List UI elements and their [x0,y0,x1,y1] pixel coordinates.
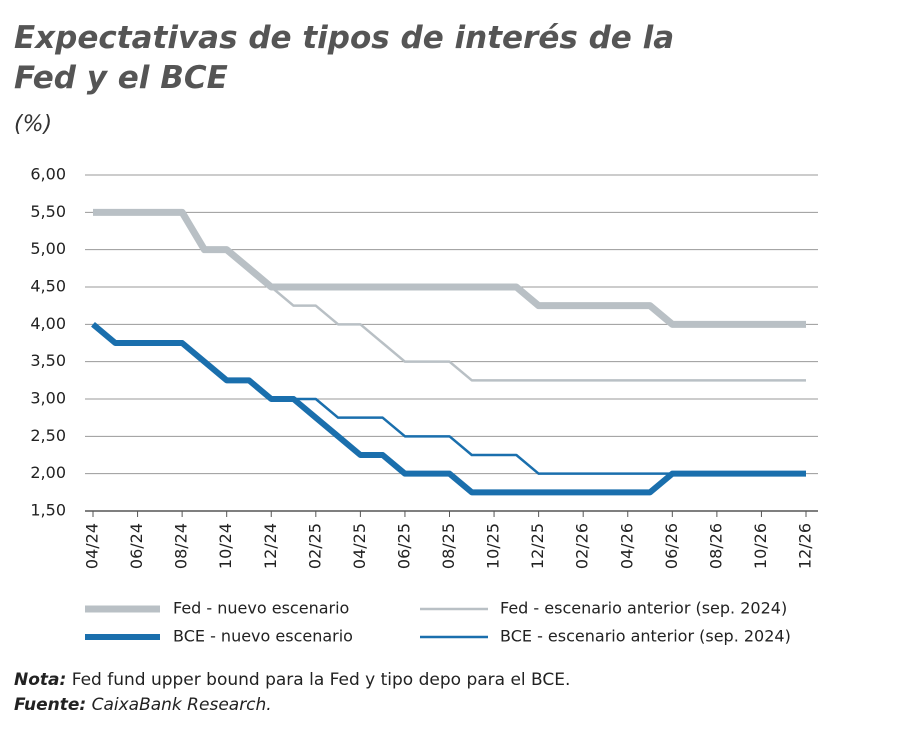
y-tick-label: 3,50 [30,351,66,370]
y-tick-label: 3,00 [30,389,66,408]
x-tick-label: 02/26 [573,523,592,569]
note-label: Nota: [14,670,67,690]
source-label: Fuente: [14,695,87,715]
x-tick-label: 02/25 [305,523,324,569]
y-tick-label: 4,00 [30,314,66,333]
series-line [91,322,806,496]
x-tick-label: 08/25 [439,523,458,569]
x-tick-label: 06/26 [662,523,681,569]
x-tick-label: 12/25 [528,523,547,569]
legend-label: Fed - nuevo escenario [173,599,349,618]
x-tick-label: 06/24 [127,523,146,569]
x-tick-label: 04/25 [350,523,369,569]
series-line [93,208,806,328]
x-tick-label: 12/26 [796,523,815,569]
notes: Nota: Fed fund upper bound para la Fed y… [14,668,570,718]
legend-label: BCE - nuevo escenario [173,627,353,646]
note-line: Nota: Fed fund upper bound para la Fed y… [14,668,570,693]
x-tick-label: 04/24 [83,523,102,569]
source-line: Fuente: CaixaBank Research. [14,693,570,718]
y-tick-label: 2,00 [30,463,66,482]
chart-subtitle: (%) [14,112,53,137]
legend-label: BCE - escenario anterior (sep. 2024) [500,627,791,646]
chart-title: Expectativas de tipos de interés de la F… [14,20,675,96]
y-tick-label: 2,50 [30,426,66,445]
y-tick-label: 6,00 [30,165,66,184]
y-tick-label: 5,50 [30,202,66,221]
x-tick-label: 10/26 [751,523,770,569]
y-tick-label: 4,50 [30,277,66,296]
y-tick-label: 5,00 [30,239,66,258]
x-tick-label: 06/25 [394,523,413,569]
x-tick-label: 10/24 [216,523,235,569]
legend-label: Fed - escenario anterior (sep. 2024) [500,599,787,618]
x-tick-label: 08/24 [172,523,191,569]
y-tick-label: 1,50 [30,501,66,520]
x-tick-label: 10/25 [484,523,503,569]
x-tick-label: 04/26 [617,523,636,569]
source-text: CaixaBank Research. [91,695,272,715]
x-tick-label: 12/24 [261,523,280,569]
note-text: Fed fund upper bound para la Fed y tipo … [71,670,571,690]
x-tick-label: 08/26 [706,523,725,569]
